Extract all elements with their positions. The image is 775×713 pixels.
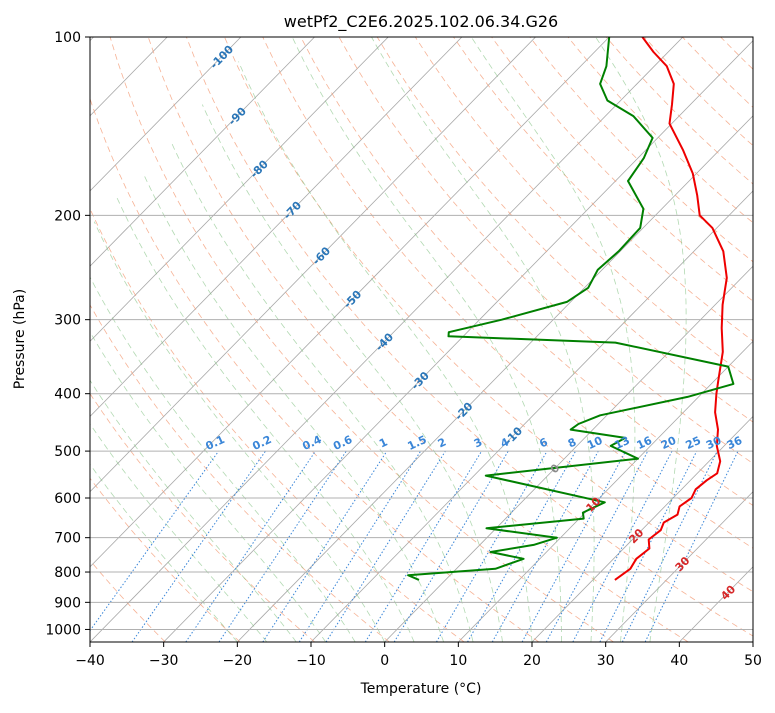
y-tick-label: 600 [54, 491, 81, 507]
y-axis-label: Pressure (hPa) [12, 289, 28, 389]
x-tick-label: −30 [149, 653, 179, 669]
y-tick-label: 300 [54, 313, 81, 329]
x-tick-label: 10 [449, 653, 467, 669]
y-tick-label: 900 [54, 595, 81, 611]
x-tick-label: 30 [597, 653, 615, 669]
y-tick-label: 1000 [45, 622, 81, 638]
x-tick-label: −10 [296, 653, 326, 669]
y-tick-label: 400 [54, 387, 81, 403]
x-tick-label: 20 [523, 653, 541, 669]
chart-title: wetPf2_C2E6.2025.102.06.34.G26 [284, 12, 558, 32]
y-tick-label: 700 [54, 531, 81, 547]
y-tick-label: 800 [54, 565, 81, 581]
x-tick-label: −20 [223, 653, 253, 669]
x-tick-label: −40 [75, 653, 105, 669]
y-tick-label: 100 [54, 30, 81, 46]
x-axis-label: Temperature (°C) [360, 681, 482, 697]
x-tick-label: 0 [380, 653, 389, 669]
y-tick-label: 500 [54, 444, 81, 460]
y-tick-label: 200 [54, 208, 81, 224]
x-tick-label: 50 [744, 653, 762, 669]
x-tick-label: 40 [670, 653, 688, 669]
